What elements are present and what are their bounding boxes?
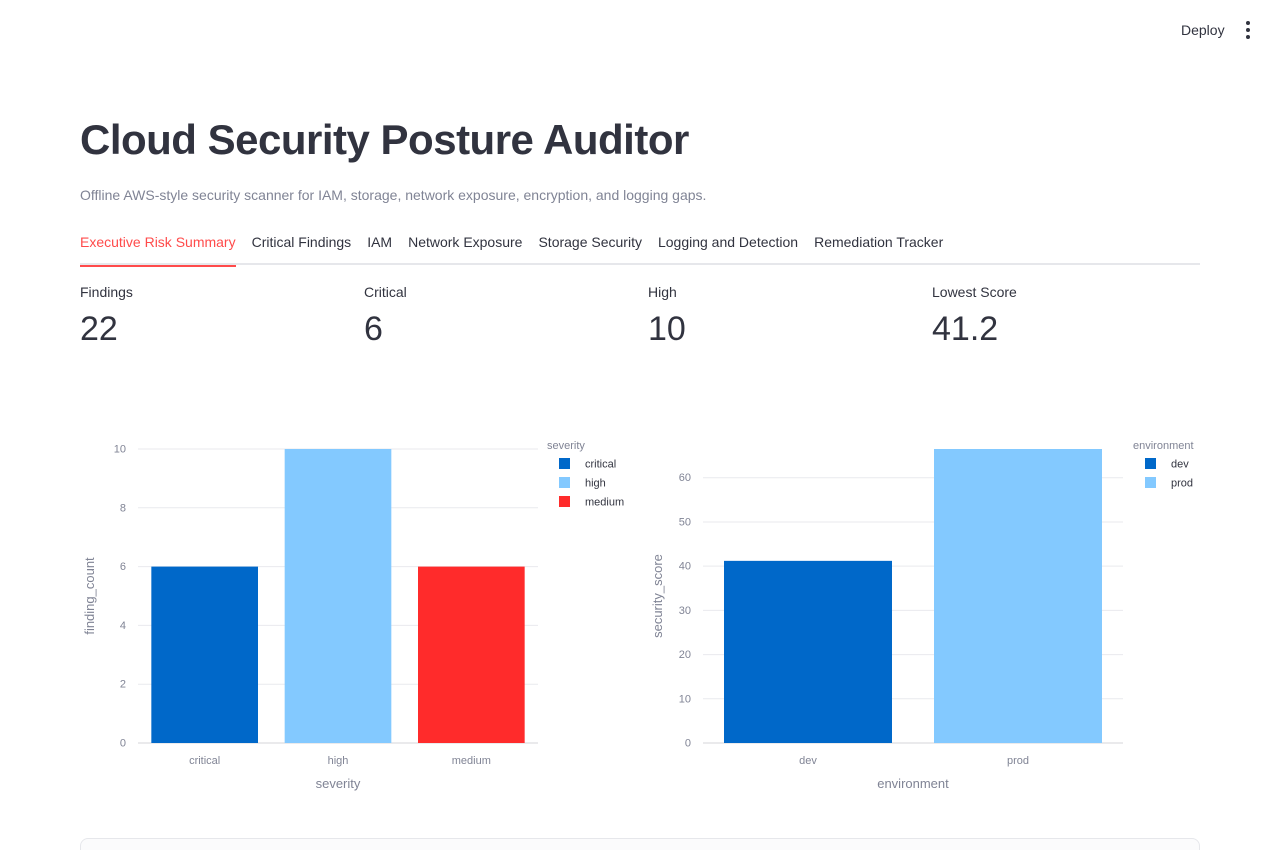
- metric-value: 41.2: [932, 310, 999, 348]
- legend-title: environment: [1133, 440, 1194, 452]
- y-tick-label: 2: [120, 679, 126, 691]
- x-tick-label: prod: [1007, 755, 1029, 767]
- y-tick-label: 0: [120, 738, 126, 750]
- tab-storage-security[interactable]: Storage Security: [538, 234, 642, 250]
- legend-swatch: [1145, 477, 1156, 488]
- x-tick-label: medium: [452, 755, 491, 767]
- bar-high: [284, 449, 392, 743]
- legend-label: high: [585, 478, 606, 490]
- x-tick-label: high: [328, 755, 349, 767]
- bar-critical: [151, 566, 258, 743]
- metric-label: Findings: [80, 284, 133, 300]
- tab-network-exposure[interactable]: Network Exposure: [408, 234, 523, 250]
- data-table-frame: [80, 838, 1200, 850]
- environment-bar-chart: 0 10 20 30 40 50 60 dev prod environment security_…: [650, 440, 1194, 791]
- tab-iam[interactable]: IAM: [367, 234, 393, 250]
- x-axis-title: severity: [316, 776, 361, 791]
- legend-swatch: [1145, 458, 1156, 469]
- legend-title: severity: [547, 440, 585, 452]
- metric-label: Critical: [364, 284, 407, 300]
- metric-findings: Findings 22: [80, 284, 350, 349]
- y-axis-title: finding_count: [82, 557, 97, 635]
- y-tick-label: 50: [679, 516, 691, 528]
- legend-label: prod: [1171, 478, 1193, 490]
- bar-medium: [418, 566, 525, 743]
- y-tick-label: 30: [679, 605, 691, 617]
- metric-high: High 10: [648, 284, 918, 349]
- x-axis-title: environment: [877, 776, 949, 791]
- page-caption: Offline AWS-style security scanner for I…: [80, 187, 707, 203]
- metric-label: Lowest Score: [932, 284, 1017, 300]
- y-tick-label: 6: [120, 561, 126, 573]
- tab-logging-and-detection[interactable]: Logging and Detection: [657, 234, 799, 250]
- legend-swatch: [559, 477, 570, 488]
- y-tick-label: 0: [685, 738, 691, 750]
- bar-dev: [724, 560, 892, 743]
- legend-label: dev: [1171, 459, 1189, 471]
- metric-value: 6: [364, 310, 383, 348]
- metric-critical: Critical 6: [364, 284, 634, 349]
- severity-bar-chart: 0 2 4 6 8 10 critical high medium severity finding…: [82, 440, 624, 791]
- y-tick-label: 10: [114, 444, 126, 456]
- y-axis-title: security_score: [650, 554, 665, 638]
- metric-value: 22: [80, 310, 118, 348]
- legend-swatch: [559, 496, 570, 507]
- tab-executive-risk-summary[interactable]: Executive Risk Summary: [80, 225, 236, 267]
- y-tick-label: 8: [120, 502, 126, 514]
- y-tick-label: 40: [679, 561, 691, 573]
- bar-prod: [934, 449, 1102, 743]
- tab-critical-findings[interactable]: Critical Findings: [251, 234, 352, 250]
- y-tick-label: 20: [679, 649, 691, 661]
- metric-label: High: [648, 284, 677, 300]
- legend-label: critical: [585, 459, 616, 471]
- tab-bar: Executive Risk Summary Critical Findings…: [80, 225, 1200, 267]
- metric-value: 10: [648, 310, 686, 348]
- y-tick-label: 10: [679, 693, 691, 705]
- vertical-ellipsis-icon[interactable]: [1236, 18, 1260, 42]
- metric-lowest-score: Lowest Score 41.2: [932, 284, 1202, 349]
- app-header: Deploy: [0, 0, 1280, 60]
- deploy-button[interactable]: Deploy: [1181, 22, 1225, 38]
- y-tick-label: 60: [679, 472, 691, 484]
- legend-swatch: [559, 458, 570, 469]
- legend-label: medium: [585, 497, 624, 509]
- page-title: Cloud Security Posture Auditor: [80, 116, 689, 163]
- x-tick-label: critical: [189, 755, 220, 767]
- x-tick-label: dev: [799, 755, 817, 767]
- tab-remediation-tracker[interactable]: Remediation Tracker: [814, 234, 944, 250]
- metrics-row: Findings 22 Critical 6 High 10 Lowest Sc…: [80, 284, 1200, 354]
- y-tick-label: 4: [120, 620, 126, 632]
